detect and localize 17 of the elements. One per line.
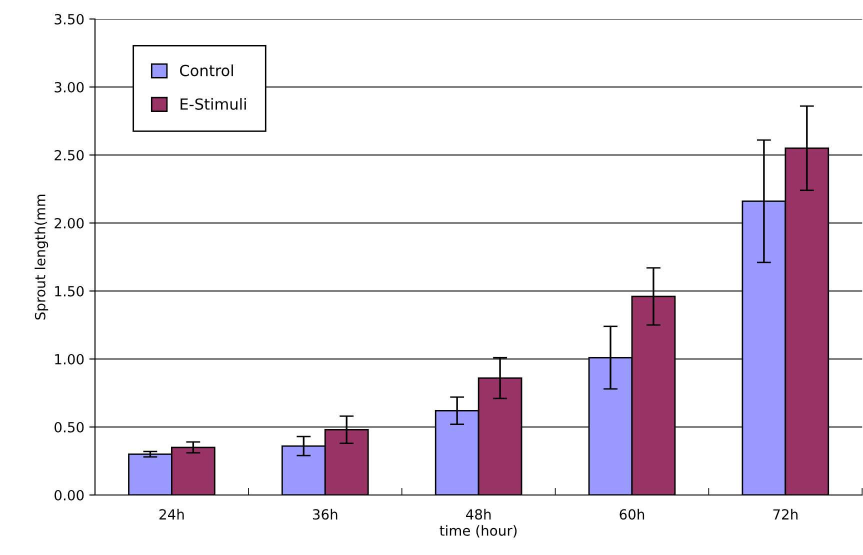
x-tick-label: 36h bbox=[312, 508, 338, 520]
x-tick-label: 72h bbox=[773, 508, 798, 520]
y-tick-label: 0.00 bbox=[54, 490, 84, 500]
x-tick-label: 48h bbox=[466, 508, 491, 520]
x-tick-label: 60h bbox=[620, 508, 644, 520]
y-tick-label: 3.50 bbox=[54, 14, 84, 24]
y-tick-label: 2.00 bbox=[54, 218, 84, 228]
x-tick-label: 24h bbox=[159, 508, 184, 520]
y-axis-title: Sprout length(mm bbox=[34, 194, 48, 320]
y-tick-label: 1.00 bbox=[55, 354, 84, 364]
y-tick-label: 2.50 bbox=[54, 150, 84, 160]
y-tick-label: 0.50 bbox=[54, 422, 84, 432]
y-tick-label: 1.50 bbox=[55, 286, 84, 296]
x-axis-title: time (hour) bbox=[440, 525, 517, 538]
y-tick-label: 3.00 bbox=[54, 82, 84, 92]
legend-label: Control bbox=[180, 64, 233, 76]
legend-label: E-Stimuli bbox=[180, 98, 246, 110]
